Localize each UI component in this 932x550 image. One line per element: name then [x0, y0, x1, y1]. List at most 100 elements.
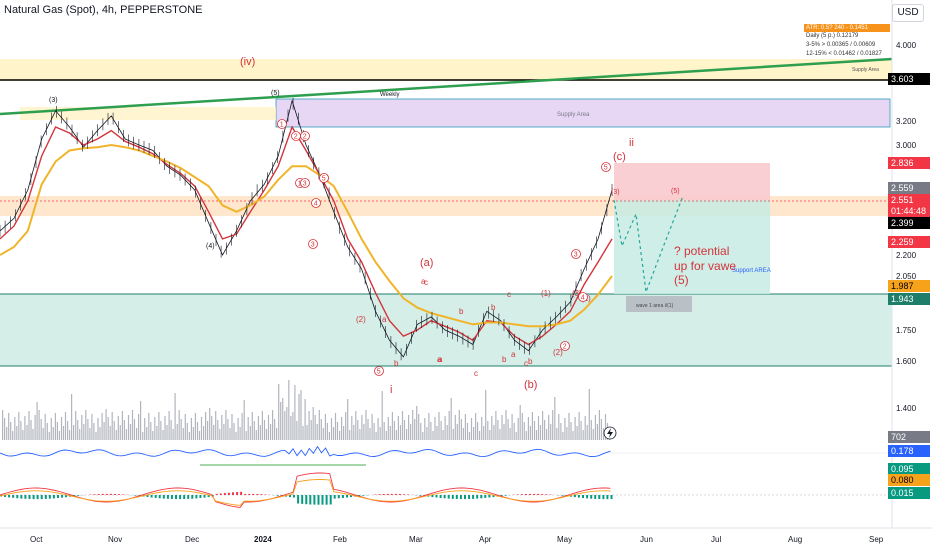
volume-bar: [249, 426, 251, 440]
volume-bar: [533, 421, 536, 440]
volume-bar: [69, 430, 71, 440]
volume-bar: [598, 410, 600, 440]
volume-bar: [328, 432, 330, 440]
volume-bar: [261, 411, 263, 440]
price-tick: 1.400: [896, 404, 917, 413]
volume-bar: [136, 428, 138, 440]
volume-bar: [209, 408, 211, 440]
volume-bar: [418, 414, 420, 440]
wave-letter: c: [474, 369, 478, 378]
macd-bar: [305, 495, 308, 505]
volume-bar: [582, 430, 584, 440]
volume-bar: [60, 417, 63, 440]
volume-bar: [401, 411, 404, 440]
macd-bar: [382, 494, 385, 495]
macd-bar: [407, 494, 409, 495]
volume-bar: [387, 417, 389, 440]
wave-c-label: (c): [613, 151, 626, 163]
volume-bar: [148, 413, 150, 440]
volume-bar: [357, 420, 359, 440]
volume-bar: [458, 410, 460, 440]
volume-bar: [62, 426, 65, 440]
volume-bar: [426, 427, 428, 440]
indicator-line-3: 3-5% > 0.00365 / 0.00609: [806, 42, 876, 48]
volume-bar: [109, 426, 111, 440]
volume-bar: [198, 431, 201, 440]
macd-bar: [484, 495, 487, 498]
volume-bar: [95, 432, 97, 440]
macd-signal-line: [0, 479, 611, 506]
volume-bar: [105, 409, 107, 440]
volume-bar: [483, 426, 485, 440]
volume-bar: [470, 418, 473, 440]
volume-bar: [140, 401, 142, 440]
volume-bar: [56, 422, 58, 440]
macd-bar: [240, 491, 243, 495]
macd-bar: [529, 493, 532, 495]
volume-bar: [525, 431, 527, 440]
time-label: Sep: [869, 535, 884, 544]
volume-bar: [123, 420, 125, 440]
volume-bar: [345, 412, 347, 440]
volume-bar: [156, 426, 158, 440]
macd-bar: [346, 495, 348, 498]
price-tick: 4.000: [896, 41, 917, 50]
volume-bar: [38, 410, 40, 440]
volume-bar: [450, 398, 452, 440]
volume-bar: [24, 416, 26, 440]
macd-bar: [57, 495, 59, 498]
time-label: 2024: [254, 535, 272, 544]
indicator-line-1: ATR: 0.5? 240 - 0.1451: [804, 24, 890, 32]
volume-bar: [274, 419, 276, 440]
volume-bar: [233, 423, 235, 440]
volume-bar: [353, 425, 355, 440]
lightning-icon[interactable]: [603, 426, 617, 440]
volume-bar: [343, 426, 345, 440]
macd-bar: [4, 495, 7, 497]
volume-bar: [144, 418, 146, 440]
volume-bar: [107, 417, 109, 440]
volume-bar: [517, 418, 519, 440]
circled-wave-labels: 12345123452345: [277, 119, 611, 376]
potential-label-2: up for vawe: [674, 259, 736, 273]
volume-bar: [152, 431, 154, 440]
volume-bar: [290, 416, 292, 440]
volume-bar: [466, 423, 469, 440]
svg-text:5: 5: [604, 165, 608, 172]
volume-bar: [205, 412, 207, 440]
wave-3-small-label: (3): [611, 189, 620, 196]
macd-bar: [215, 493, 218, 495]
macd-bar: [455, 495, 458, 499]
volume-bar: [81, 415, 83, 440]
wave-3-left-label: (3): [49, 97, 58, 104]
price-axis-ticks: 4.000 3.200 3.000 2.200 2.050 1.750 1.600 1.400: [896, 41, 917, 413]
currency-button[interactable]: USD: [892, 4, 924, 22]
volume-bar: [158, 412, 160, 440]
volume-bar: [460, 419, 462, 440]
volume-bar: [602, 428, 605, 440]
indicator-line-4: 12-15% < 0.01462 / 0.01827: [806, 51, 882, 57]
volume-bar: [479, 431, 481, 440]
volume-bar: [200, 417, 203, 440]
volume-bar: [507, 419, 509, 440]
macd-bar: [65, 495, 68, 498]
volume-bar: [176, 424, 178, 440]
volume-bar: [243, 400, 245, 440]
macd-bar: [207, 495, 210, 498]
macd-bar: [610, 495, 613, 499]
volume-bar: [572, 431, 574, 440]
macd-bar: [301, 495, 304, 504]
volume-bar: [20, 421, 22, 440]
macd-bar: [577, 495, 580, 498]
macd-bar: [435, 495, 438, 498]
macd-bar: [329, 495, 332, 505]
volume-bar: [322, 428, 324, 440]
volume-bar: [245, 431, 247, 440]
volume-bar: [44, 414, 46, 440]
macd-bar: [500, 495, 503, 497]
volume-bar: [473, 427, 475, 440]
volume-bar: [138, 414, 140, 440]
time-label: Oct: [30, 535, 43, 544]
price-tag: 0.178: [888, 445, 930, 457]
